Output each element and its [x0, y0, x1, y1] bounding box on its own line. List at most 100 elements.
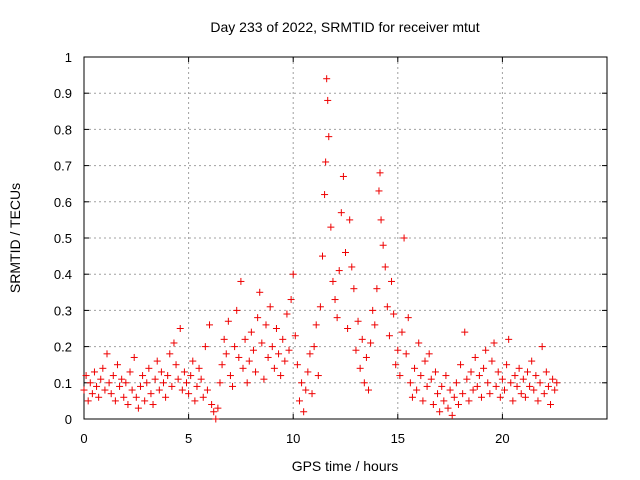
data-point — [461, 328, 469, 336]
data-point — [551, 386, 559, 394]
data-point — [275, 350, 283, 358]
data-point — [482, 346, 490, 354]
data-point — [260, 375, 268, 383]
data-point — [86, 379, 94, 387]
data-point — [289, 270, 297, 278]
data-point — [429, 401, 437, 409]
data-point — [411, 364, 419, 372]
data-point — [95, 393, 103, 401]
data-point — [521, 393, 529, 401]
data-point — [281, 357, 289, 365]
data-point — [254, 314, 262, 322]
data-point — [252, 368, 260, 376]
data-point — [377, 216, 385, 224]
data-point — [528, 357, 536, 365]
data-point — [88, 390, 96, 398]
data-point — [239, 364, 247, 372]
data-point — [452, 379, 460, 387]
data-point — [136, 382, 144, 390]
data-point — [421, 357, 429, 365]
data-point — [454, 401, 462, 409]
data-point — [388, 277, 396, 285]
data-point — [116, 382, 124, 390]
data-point — [415, 339, 423, 347]
data-point — [226, 372, 234, 380]
data-point — [471, 353, 479, 361]
data-point — [513, 382, 521, 390]
data-point — [342, 248, 349, 256]
x-tick-label: 0 — [80, 431, 87, 446]
data-point — [385, 332, 393, 340]
data-point — [287, 296, 295, 304]
data-point — [168, 382, 176, 390]
data-point — [540, 390, 548, 398]
grid-lines — [84, 57, 607, 419]
data-point — [183, 379, 191, 387]
data-point — [277, 372, 285, 380]
data-point — [187, 372, 195, 380]
data-point — [128, 386, 136, 394]
data-point — [84, 397, 92, 405]
data-point — [316, 303, 324, 311]
data-point — [524, 368, 532, 376]
data-point — [402, 350, 410, 358]
data-point — [122, 379, 130, 387]
data-point — [170, 339, 178, 347]
data-point — [494, 368, 502, 376]
data-point — [408, 393, 416, 401]
data-point — [517, 390, 525, 398]
data-point — [339, 172, 347, 180]
data-point — [350, 285, 358, 293]
x-axis-label: GPS time / hours — [292, 458, 399, 474]
data-point — [189, 357, 197, 365]
data-point — [157, 368, 165, 376]
data-point — [208, 401, 216, 409]
data-point — [383, 303, 391, 311]
data-point — [406, 379, 414, 387]
data-point — [538, 343, 546, 351]
data-point — [262, 321, 270, 329]
data-point — [222, 350, 230, 358]
data-point — [484, 379, 492, 387]
data-point — [101, 386, 109, 394]
data-point — [442, 372, 450, 380]
data-point — [191, 397, 199, 405]
y-tick-label: 0.4 — [54, 267, 72, 282]
data-point — [440, 397, 448, 405]
data-point — [107, 390, 115, 398]
data-point — [185, 390, 193, 398]
data-point — [390, 310, 398, 318]
y-tick-label: 0.6 — [54, 195, 72, 210]
y-tick-label: 0.2 — [54, 340, 72, 355]
x-tick-label: 5 — [185, 431, 192, 446]
data-point — [199, 393, 207, 401]
data-point — [195, 364, 203, 372]
data-point — [164, 372, 172, 380]
data-point — [413, 386, 421, 394]
data-point — [490, 339, 498, 347]
data-point — [457, 361, 465, 369]
data-point — [450, 393, 458, 401]
data-point — [329, 277, 337, 285]
data-point — [492, 382, 500, 390]
data-point — [362, 353, 370, 361]
data-point — [318, 252, 326, 260]
data-point — [475, 372, 483, 380]
data-point — [245, 357, 253, 365]
data-point — [530, 386, 538, 394]
data-point — [448, 411, 456, 419]
data-point — [331, 296, 339, 304]
data-point — [324, 96, 332, 104]
data-point — [193, 382, 201, 390]
data-point — [249, 346, 257, 354]
data-point — [159, 379, 167, 387]
data-point — [264, 353, 272, 361]
data-point — [126, 368, 134, 376]
data-point — [498, 375, 506, 383]
data-point — [477, 393, 485, 401]
data-point — [444, 404, 452, 412]
data-point — [93, 382, 101, 390]
y-tick-label: 1 — [65, 50, 72, 65]
data-point — [304, 368, 312, 376]
data-point — [109, 372, 117, 380]
